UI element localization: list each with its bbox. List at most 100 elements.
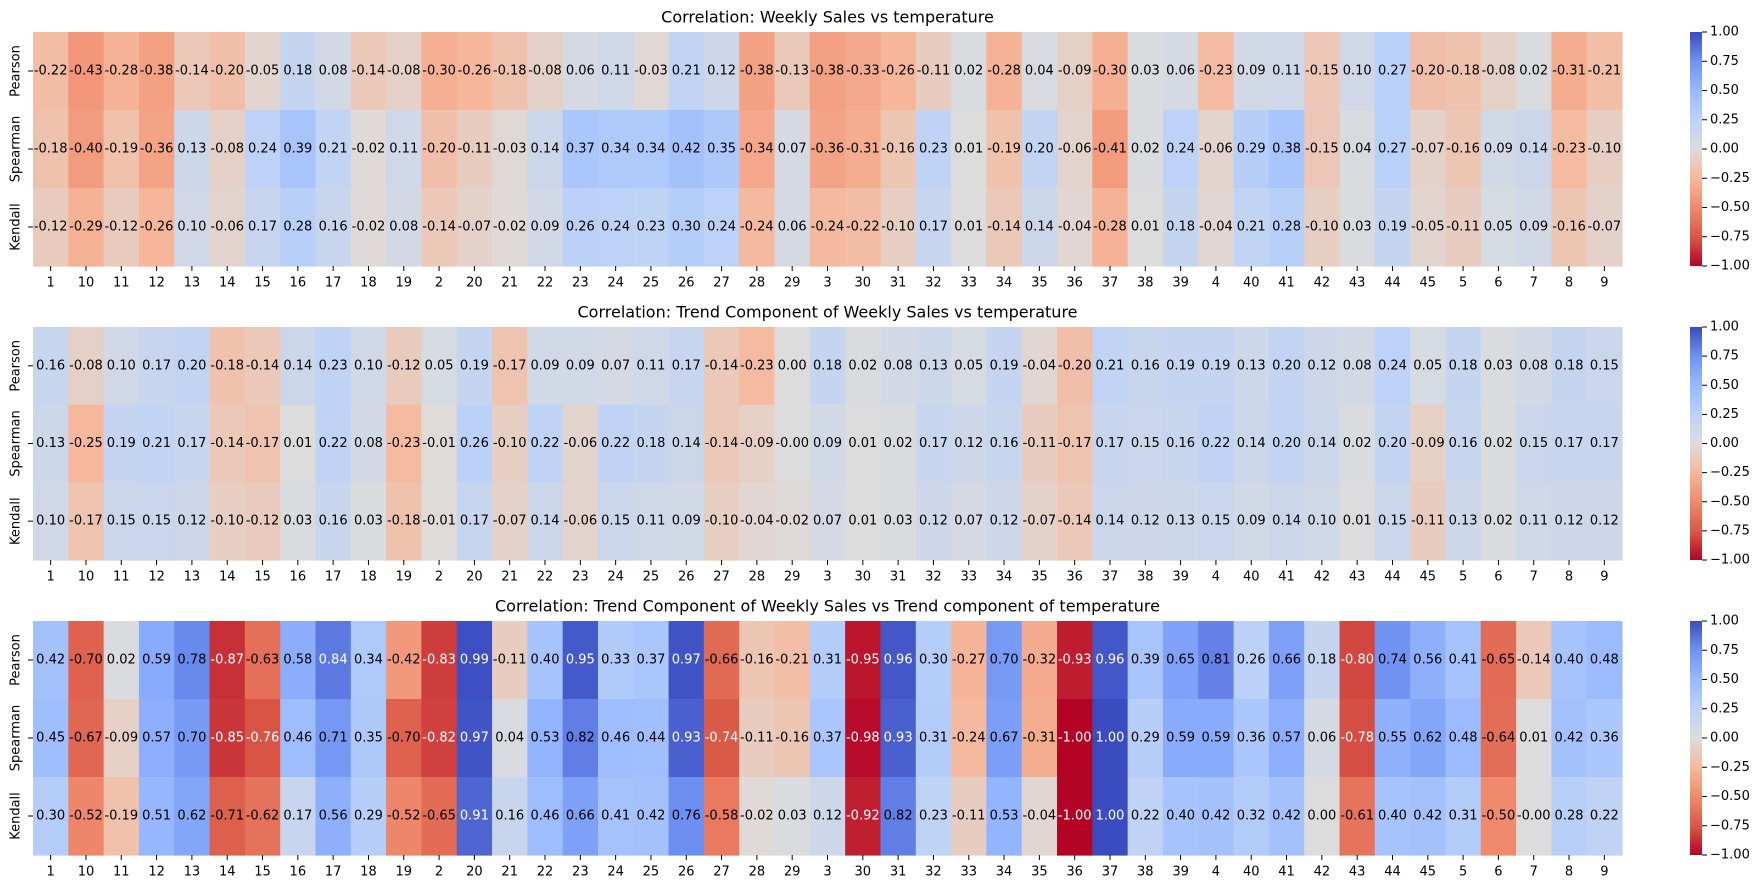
cell-value-label: 0.22 (1201, 436, 1230, 451)
heatmap-cell (668, 327, 705, 406)
cell-value-label: -0.15 (1305, 142, 1339, 157)
heatmap-cell (1374, 777, 1411, 856)
heatmap-cell (1021, 188, 1058, 267)
heatmap-cell (1127, 110, 1164, 189)
heatmap-cell (103, 110, 140, 189)
heatmap-cell (33, 777, 69, 856)
cell-value-label: 0.21 (1237, 220, 1266, 235)
cell-value-label: 0.00 (1307, 809, 1336, 824)
cell-value-label: -0.06 (210, 220, 244, 235)
cell-value-label: 0.01 (848, 514, 877, 529)
cell-value-label: -0.00 (775, 436, 809, 451)
cell-value-label: 0.66 (1272, 653, 1301, 668)
heatmap-cell (1127, 699, 1164, 778)
cell-value-label: 0.26 (1237, 653, 1266, 668)
heatmap-cell (68, 327, 105, 406)
cell-value-label: -0.04 (1023, 358, 1057, 373)
heatmap-cell (350, 621, 387, 700)
heatmap-cell (809, 404, 846, 483)
cell-value-label: 0.19 (460, 358, 489, 373)
cell-value-label: -0.21 (1588, 64, 1622, 79)
x-tick-label: 15 (254, 276, 271, 291)
heatmap-cell (809, 482, 846, 561)
heatmap-cell (1057, 188, 1093, 267)
colorbar: 1.00 0.75 0.50 0.25 0.00 −0.25 −0.50 −0.75 −1.00 (1690, 614, 1750, 863)
x-tick-label: 2 (435, 865, 443, 880)
cell-value-label: 0.14 (531, 142, 560, 157)
x-tick-label: 28 (749, 276, 766, 291)
heatmap-cell (244, 482, 281, 561)
x-tick-label: 40 (1243, 865, 1260, 880)
cell-value-label: -0.04 (740, 514, 774, 529)
cell-value-label: -0.02 (775, 514, 809, 529)
heatmap-cell (68, 699, 105, 778)
heatmap-cell (562, 110, 599, 189)
heatmap-cell (527, 327, 564, 406)
y-tick-label: Pearson (9, 340, 24, 392)
heatmap-cell (174, 188, 211, 267)
cell-value-label: -0.14 (705, 436, 739, 451)
x-tick-label: 43 (1349, 865, 1366, 880)
cell-value-label: 0.28 (283, 220, 312, 235)
cell-value-label: 0.41 (601, 809, 630, 824)
heatmap-cell (103, 482, 140, 561)
heatmap-cell (880, 32, 917, 111)
cell-value-label: 0.40 (531, 653, 560, 668)
x-tick-label: 27 (713, 570, 730, 585)
x-tick-label: 32 (925, 276, 942, 291)
heatmap-cell (774, 621, 811, 700)
cell-value-label: 0.12 (177, 514, 206, 529)
cell-value-label: 0.29 (1131, 731, 1160, 746)
cell-value-label: -0.08 (69, 358, 103, 373)
heatmap-cell (1339, 32, 1376, 111)
cell-value-label: -0.93 (1058, 653, 1092, 668)
cell-value-label: 0.14 (283, 358, 312, 373)
heatmap-cell (1339, 404, 1376, 483)
cell-value-label: 0.16 (990, 436, 1019, 451)
cell-value-label: 0.04 (1343, 142, 1372, 157)
cell-value-label: -0.41 (1093, 142, 1127, 157)
cell-value-label: -0.34 (740, 142, 774, 157)
heatmap-cell (315, 482, 352, 561)
heatmap-cell (1162, 699, 1199, 778)
heatmap-cell (244, 777, 281, 856)
x-tick-label: 1 (47, 865, 55, 880)
cell-value-label: 0.15 (601, 514, 630, 529)
heatmap-cell (633, 188, 670, 267)
x-tick-label: 43 (1349, 570, 1366, 585)
cell-value-label: 0.06 (566, 64, 595, 79)
cell-value-label: -0.14 (1517, 653, 1551, 668)
cell-value-label: 0.24 (601, 220, 630, 235)
cell-value-label: 0.24 (1166, 142, 1195, 157)
heatmap-cell (527, 482, 564, 561)
x-tick-label: 22 (537, 570, 554, 585)
heatmap-cell (845, 621, 882, 700)
heatmap-cell (1480, 777, 1517, 856)
cell-value-label: 0.01 (954, 220, 983, 235)
x-tick-label: 20 (466, 276, 483, 291)
x-tick-label: 14 (219, 570, 236, 585)
heatmap-cell (880, 777, 917, 856)
heatmap-cell (1304, 699, 1341, 778)
x-tick-label: 26 (678, 570, 695, 585)
cell-value-label: 0.09 (531, 358, 560, 373)
cell-value-label: 0.37 (636, 653, 665, 668)
cell-value-label: 0.93 (672, 731, 701, 746)
x-tick-label: 15 (254, 865, 271, 880)
cell-value-label: 0.57 (1272, 731, 1301, 746)
cell-value-label: -0.28 (1093, 220, 1127, 235)
cell-value-label: -0.23 (1199, 64, 1233, 79)
x-tick-label: 25 (643, 276, 660, 291)
heatmap-cell (386, 777, 423, 856)
cell-value-label: 0.09 (672, 514, 701, 529)
heatmap-cell (1021, 482, 1058, 561)
cell-value-label: 0.27 (1378, 64, 1407, 79)
heatmap-cell (1480, 32, 1517, 111)
cell-value-label: -0.19 (104, 142, 138, 157)
heatmap-cell (1233, 32, 1270, 111)
x-tick-label: 45 (1420, 570, 1437, 585)
x-tick-label: 9 (1600, 570, 1608, 585)
x-tick-label: 40 (1243, 570, 1260, 585)
heatmap-cell (315, 777, 352, 856)
cell-value-label: -0.18 (34, 142, 68, 157)
